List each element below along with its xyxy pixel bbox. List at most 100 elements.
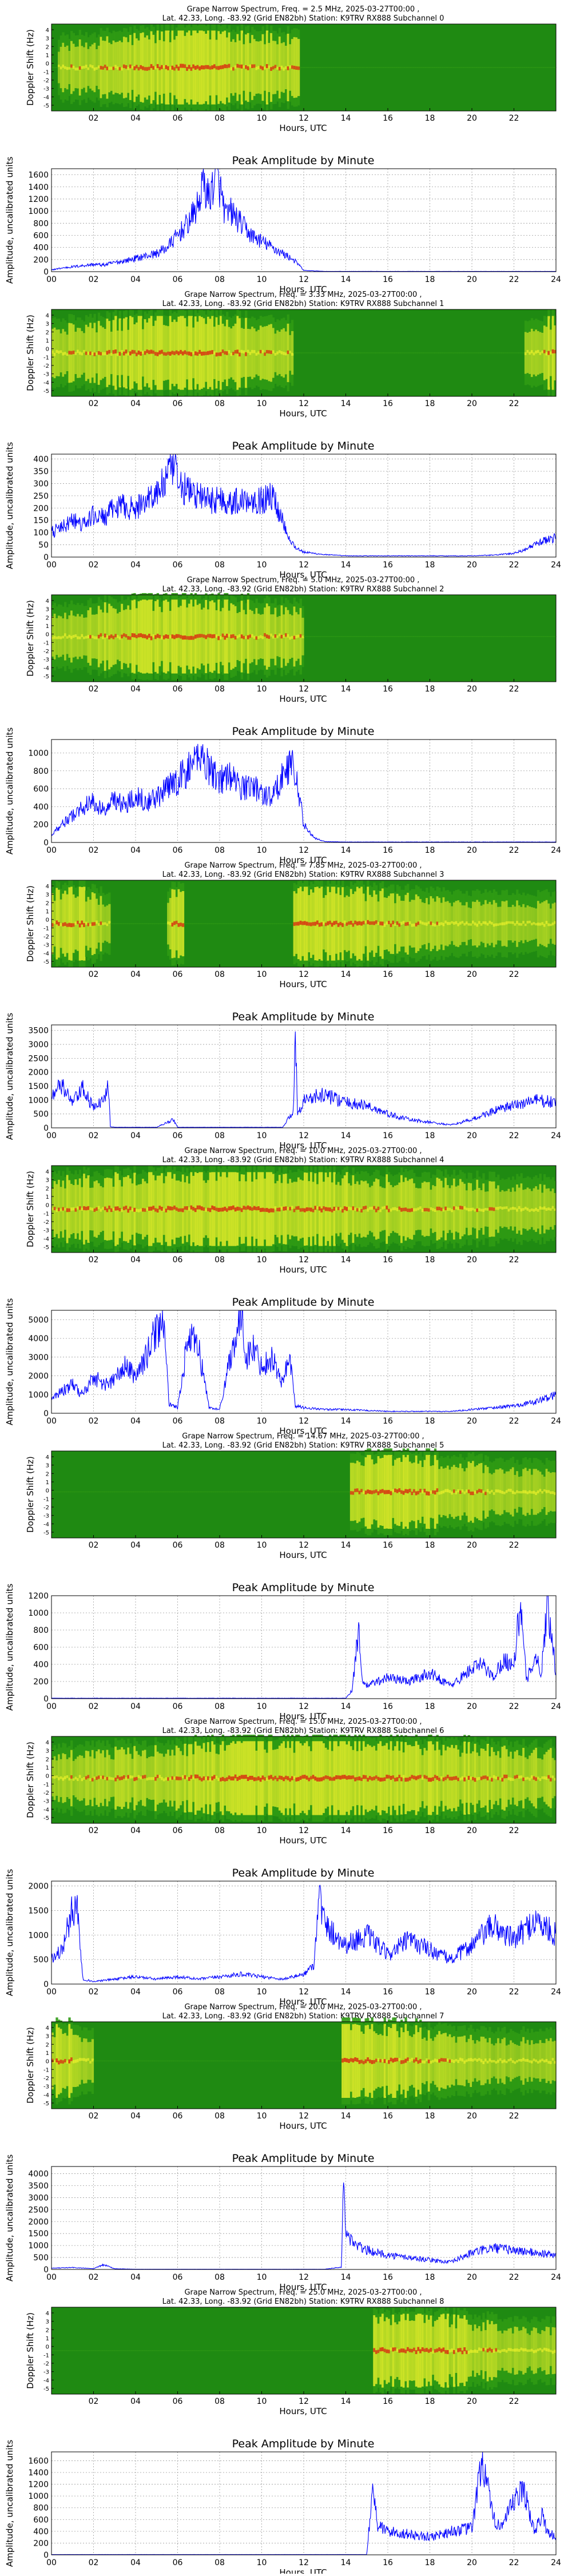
spectrogram-cell <box>123 923 125 924</box>
spectrogram-cell <box>142 923 144 924</box>
x-tick-label: 14 <box>341 1541 351 1550</box>
spectrogram-cell <box>251 65 253 68</box>
spectrogram-cell <box>209 2060 212 2061</box>
spectrogram-cell <box>262 923 264 924</box>
y-tick-label: 0 <box>46 1488 49 1494</box>
y-tick-label: 0 <box>46 632 49 638</box>
spectrogram-cell <box>102 2060 104 2061</box>
spectrogram-cell <box>217 636 220 640</box>
spectrogram-cell <box>184 64 186 67</box>
spectrogram-cell <box>85 1776 88 1780</box>
spectrogram-cell <box>451 1492 453 1495</box>
spectrogram-cell <box>512 1207 514 1210</box>
spectrogram-cell <box>146 349 148 353</box>
spectrogram-cell <box>268 923 271 924</box>
spectrogram-cell <box>506 1191 508 1227</box>
spectrogram-cell <box>344 352 346 353</box>
y-axis-label: Doppler Shift (Hz) <box>25 1171 35 1247</box>
spectrogram-cell <box>522 1778 525 1781</box>
y-tick-label: -5 <box>43 103 49 109</box>
spectrogram-cell <box>503 67 506 68</box>
y-tick-label: 3 <box>46 1178 49 1184</box>
spectrogram-cell <box>310 1208 312 1212</box>
spectrogram-cell <box>327 2060 329 2061</box>
spectrogram-cell <box>341 2058 344 2062</box>
x-axis-label: Hours, UTC <box>279 408 327 419</box>
spectrogram-cell <box>367 2057 369 2061</box>
spectrogram-cell <box>140 1209 142 1212</box>
x-tick-label: 04 <box>130 685 141 694</box>
spectrogram-cell <box>459 1778 462 1780</box>
amplitude-title: Peak Amplitude by Minute <box>232 1581 375 1594</box>
y-tick-label: 800 <box>33 1626 49 1635</box>
spectrogram-cell <box>110 1491 113 1492</box>
spectrogram-cell <box>352 1206 355 1210</box>
x-tick-label: 04 <box>130 846 141 855</box>
spectrogram-cell <box>89 46 92 89</box>
spectrogram-cell <box>337 923 340 927</box>
spectrogram-cell <box>121 2060 123 2061</box>
spectrogram-cell <box>539 352 542 355</box>
spectrogram-cell <box>201 1206 203 1210</box>
spectrogram-cell <box>70 351 73 355</box>
spectrogram-cell <box>447 1775 449 1778</box>
spectrogram-cell <box>400 922 403 925</box>
spectrogram-cell <box>363 921 365 924</box>
spectrogram-cell <box>70 65 73 68</box>
spectrogram-cell <box>512 636 514 637</box>
spectrogram-cell <box>521 923 523 925</box>
spectrogram-cell <box>125 1777 128 1780</box>
spectrogram-cell <box>378 922 380 925</box>
spectrogram-cell <box>363 352 365 353</box>
spectrogram-cell <box>423 1489 426 1492</box>
spectrogram-cell <box>70 636 73 639</box>
spectrogram-cell <box>113 2060 115 2061</box>
spectrogram-cell <box>241 2060 243 2061</box>
spectrogram-cell <box>533 1490 535 1493</box>
y-tick-label: 4000 <box>28 1334 49 1343</box>
spectrogram-cell <box>436 1488 439 1492</box>
spectrogram-cell <box>444 1776 447 1780</box>
x-tick-label: 06 <box>173 1417 183 1426</box>
spectrogram-cell <box>264 1491 266 1492</box>
spectrogram-cell <box>73 1761 75 1795</box>
x-tick-label: 16 <box>383 1417 393 1426</box>
spectrogram-cell <box>390 636 392 637</box>
x-tick-label: 08 <box>214 1417 225 1426</box>
spectrogram-cell <box>241 1491 243 1492</box>
spectrogram-cell <box>371 352 374 353</box>
spectrogram-cell <box>428 1209 430 1212</box>
spectrogram-cell <box>228 350 231 353</box>
spectrogram-cell <box>323 921 325 925</box>
amplitude-title: Peak Amplitude by Minute <box>232 154 375 167</box>
spectrogram-cell <box>74 921 77 925</box>
spectrogram-cell <box>434 67 436 68</box>
spectrogram-cell <box>415 67 418 68</box>
x-tick-label: 20 <box>467 685 477 694</box>
spectrogram-cell <box>308 67 310 68</box>
spectrogram-cell <box>320 2060 323 2061</box>
spectrogram-cell <box>77 46 79 88</box>
spectrogram-cell <box>543 1206 546 1209</box>
spectrogram-cell <box>198 1776 201 1780</box>
spectrogram-cell <box>348 352 350 353</box>
y-tick-label: -4 <box>43 1807 49 1813</box>
spectrogram-cell <box>426 67 428 68</box>
y-axis-label: Doppler Shift (Hz) <box>25 1456 35 1533</box>
y-tick-label: 400 <box>33 802 49 812</box>
x-tick-label: 22 <box>509 560 519 570</box>
spectrogram-cell <box>129 351 132 355</box>
spectrogram-title: Grape Narrow Spectrum, Freq. = 15.0 MHz,… <box>184 1718 422 1726</box>
spectrogram-cell <box>140 633 142 637</box>
spectrogram-cell <box>184 1206 186 1210</box>
spectrogram-cell <box>279 634 281 637</box>
x-tick-label: 10 <box>257 970 267 979</box>
spectrogram-cell <box>51 1207 54 1210</box>
spectrogram-cell <box>316 636 319 637</box>
spectrogram-cell <box>136 353 138 356</box>
y-tick-label: 0 <box>46 917 49 924</box>
amplitude-panel: Peak Amplitude by Minute0500100015002000… <box>5 1867 561 2007</box>
spectrogram-cell <box>272 1491 275 1492</box>
spectrogram-cell <box>507 2059 510 2061</box>
spectrogram-cell <box>417 352 419 353</box>
